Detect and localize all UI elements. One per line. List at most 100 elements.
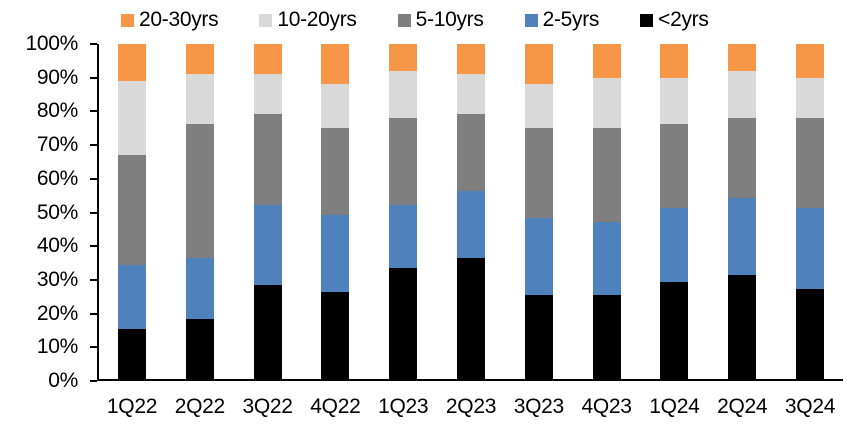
- bar-segment-2yrs: [321, 291, 350, 379]
- y-axis-tick: [90, 43, 97, 45]
- chart-legend: 20-30yrs 10-20yrs 5-10yrs 2-5yrs <2yrs: [121, 8, 709, 32]
- bar-segment-10-20yrs: [796, 77, 824, 118]
- bar-segment-5-10yrs: [457, 114, 485, 192]
- stacked-bar-1q23: [389, 44, 418, 379]
- y-tick-label: 100%: [25, 32, 78, 55]
- bar-segment-2-5yrs: [389, 204, 418, 269]
- legend-item-5-10yrs: 5-10yrs: [397, 8, 484, 32]
- x-tick-label: 3Q22: [242, 395, 293, 418]
- y-axis-tick: [90, 380, 97, 382]
- bar-segment-2-5yrs: [524, 218, 553, 296]
- legend-label: 2-5yrs: [542, 8, 600, 31]
- bar-segment-20-30yrs: [118, 44, 146, 81]
- legend-swatch-icon: [397, 13, 411, 27]
- bar-segment-5-10yrs: [389, 117, 418, 205]
- legend-label: 10-20yrs: [277, 8, 357, 31]
- x-tick-label: 2Q23: [445, 395, 497, 418]
- bar-segment-2yrs: [389, 268, 418, 379]
- stacked-bar-1q22: [118, 44, 146, 379]
- x-tick-label: 1Q23: [378, 395, 429, 418]
- x-tick-label: 4Q22: [310, 395, 361, 418]
- stacked-bar-2q23: [457, 44, 485, 379]
- bar-segment-2-5yrs: [118, 265, 146, 329]
- legend-swatch-icon: [640, 13, 654, 27]
- bar-segment-5-10yrs: [660, 124, 689, 209]
- bar-segment-10-20yrs: [660, 77, 689, 125]
- legend-swatch-icon: [524, 13, 538, 27]
- y-axis-labels: 100% 90% 80% 70% 60% 50% 40% 30% 20% 10% 0%: [0, 0, 78, 431]
- bar-segment-5-10yrs: [592, 127, 621, 222]
- y-axis-tick: [90, 346, 97, 349]
- y-axis-tick: [90, 110, 97, 113]
- bar-segment-20-30yrs: [185, 44, 214, 75]
- y-axis-tick: [90, 245, 97, 248]
- y-tick-label: 70%: [36, 133, 78, 157]
- bar-segment-20-30yrs: [457, 44, 485, 75]
- y-tick-label: 10%: [36, 335, 78, 359]
- legend-swatch-icon: [259, 13, 273, 27]
- bar-segment-2yrs: [524, 295, 553, 379]
- legend-item-2yrs: <2yrs: [640, 8, 709, 32]
- bar-segment-5-10yrs: [321, 127, 350, 215]
- bar-segment-5-10yrs: [185, 124, 214, 259]
- bar-segment-5-10yrs: [524, 127, 553, 219]
- bar-segment-2yrs: [728, 275, 757, 379]
- y-axis-tick: [90, 177, 97, 180]
- bar-segment-2-5yrs: [592, 221, 621, 296]
- stacked-bar-3q24: [796, 44, 824, 379]
- bar-segment-20-30yrs: [592, 44, 621, 78]
- x-tick-label: 3Q23: [513, 395, 564, 418]
- x-tick-label: 2Q24: [717, 395, 768, 418]
- bar-segment-20-30yrs: [728, 44, 757, 71]
- legend-swatch-icon: [121, 13, 134, 27]
- bar-segment-2yrs: [660, 281, 689, 379]
- bar-segment-2-5yrs: [457, 191, 485, 259]
- stacked-bar-4q22: [321, 44, 350, 379]
- stacked-bar-2q22: [185, 44, 214, 379]
- x-tick-label: 2Q22: [174, 395, 225, 418]
- legend-item-20-30yrs: 20-30yrs: [121, 8, 219, 32]
- legend-item-10-20yrs: 10-20yrs: [259, 8, 357, 32]
- bar-segment-10-20yrs: [524, 84, 553, 128]
- x-tick-label: 1Q24: [649, 395, 700, 418]
- bar-segment-2yrs: [457, 258, 485, 379]
- y-axis-tick: [90, 211, 97, 214]
- stacked-bar-3q22: [253, 44, 282, 379]
- bar-segment-2yrs: [592, 295, 621, 379]
- bar-segment-2-5yrs: [796, 208, 824, 289]
- legend-label: 5-10yrs: [415, 8, 484, 31]
- stacked-bar-3q23: [524, 44, 553, 379]
- y-tick-label: 40%: [36, 234, 78, 258]
- bar-segment-2-5yrs: [253, 204, 282, 286]
- bar-segment-10-20yrs: [457, 74, 485, 115]
- bar-segment-10-20yrs: [728, 70, 757, 118]
- legend-item-2-5yrs: 2-5yrs: [524, 8, 600, 32]
- bar-segment-5-10yrs: [728, 117, 757, 199]
- bar-segment-2yrs: [118, 328, 146, 379]
- y-tick-label: 80%: [36, 99, 78, 123]
- y-tick-label: 30%: [36, 267, 78, 291]
- x-tick-label: 1Q22: [106, 395, 158, 418]
- bar-segment-5-10yrs: [796, 117, 824, 209]
- x-tick-label: 3Q24: [784, 395, 836, 418]
- y-axis-tick: [90, 312, 97, 315]
- bar-segment-20-30yrs: [253, 44, 282, 75]
- y-tick-label: 90%: [36, 65, 78, 89]
- bar-segment-10-20yrs: [185, 74, 214, 125]
- y-tick-label: 20%: [36, 301, 78, 325]
- bar-segment-2yrs: [796, 288, 824, 379]
- bar-segment-20-30yrs: [321, 44, 350, 85]
- stacked-bar-4q23: [592, 44, 621, 379]
- bar-segment-10-20yrs: [321, 84, 350, 128]
- bar-segment-10-20yrs: [118, 80, 146, 155]
- bar-segment-10-20yrs: [592, 77, 621, 128]
- stacked-bar-2q24: [728, 44, 757, 379]
- bar-segment-20-30yrs: [389, 44, 418, 71]
- bar-segment-2-5yrs: [185, 258, 214, 319]
- y-tick-label: 0%: [48, 369, 78, 392]
- legend-label: <2yrs: [658, 8, 709, 31]
- legend-label: 20-30yrs: [139, 8, 219, 31]
- bar-segment-5-10yrs: [118, 154, 146, 266]
- bar-segment-2yrs: [253, 285, 282, 379]
